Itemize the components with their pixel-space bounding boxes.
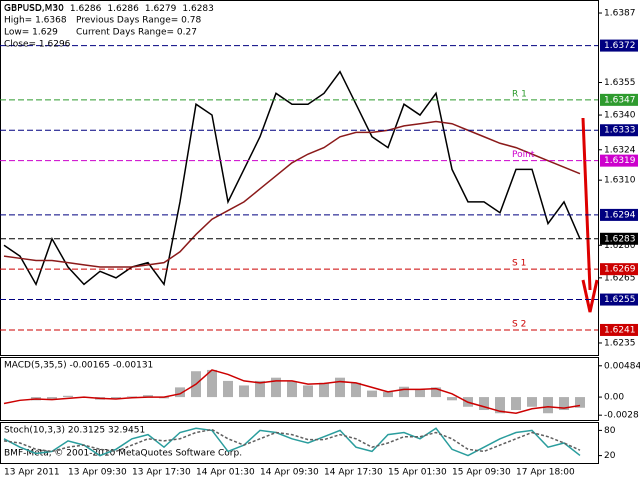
level-box xyxy=(600,208,638,221)
macd-bar xyxy=(47,397,57,400)
arrow xyxy=(581,117,599,313)
level-label: 1.6294 xyxy=(604,210,636,220)
level-box xyxy=(600,93,638,106)
y-tick-label: 80 xyxy=(604,426,616,436)
macd-bar xyxy=(447,397,457,401)
level-box xyxy=(600,293,638,306)
macd-bar xyxy=(143,395,153,398)
macd-bar xyxy=(255,380,265,398)
level-box xyxy=(600,323,638,336)
info-text: Previous Days Range= 0.78 xyxy=(76,16,201,26)
macd-bar xyxy=(351,382,361,398)
series-line xyxy=(3,369,581,415)
ohlc-value: 1.6279 xyxy=(145,4,177,14)
y-tick-label: 1.6280 xyxy=(604,241,636,251)
y-tick-label: 1.6355 xyxy=(604,78,636,88)
macd-bar xyxy=(511,397,521,411)
macd-bar xyxy=(559,397,569,411)
x-tick-label: 17 Apr 18:00 xyxy=(516,468,575,478)
level-name: Point xyxy=(512,150,535,160)
x-tick-label: 15 Apr 09:30 xyxy=(452,468,511,478)
macd-bar xyxy=(575,397,585,408)
macd-bar xyxy=(111,397,121,399)
macd-bar xyxy=(543,397,553,414)
info-text: Low= 1.629 xyxy=(4,28,58,38)
macd-bar xyxy=(335,377,345,398)
series-line xyxy=(3,427,581,457)
macd-bar xyxy=(127,396,137,398)
macd-bar xyxy=(303,385,313,398)
chart-title: GBPUSD,M30 1.6286 1.6286 1.6279 1.6283 xyxy=(4,4,214,14)
x-tick-label: 13 Apr 17:30 xyxy=(132,468,191,478)
x-tick-label: 13 Apr 09:30 xyxy=(68,468,127,478)
level-box xyxy=(600,124,638,137)
level-label: 1.6319 xyxy=(604,156,636,166)
x-tick-label: 14 Apr 17:30 xyxy=(324,468,383,478)
macd-bar xyxy=(399,386,409,398)
series-line xyxy=(3,428,581,453)
level-label: 1.6283 xyxy=(604,234,636,244)
level-label: 1.6333 xyxy=(604,126,636,136)
macd-bar xyxy=(431,387,441,398)
x-tick-label: 15 Apr 01:30 xyxy=(388,468,447,478)
macd-bar xyxy=(383,391,393,398)
y-tick-label: -0.0028 xyxy=(604,411,639,421)
y-tick-label: 1.6387 xyxy=(604,9,636,19)
watermark: BMF-Meta, © 2001-2010 MetaQuotes Softwar… xyxy=(4,449,242,459)
y-tick-label: 1.6340 xyxy=(604,111,636,121)
level-box xyxy=(600,263,638,276)
level-label: 1.6372 xyxy=(604,41,636,51)
macd-panel xyxy=(0,357,599,421)
panel-title: GBPUSD,M30 xyxy=(4,4,64,14)
macd-bar xyxy=(223,380,233,398)
level-name: R 1 xyxy=(512,89,527,99)
level-label: 1.6347 xyxy=(604,95,636,105)
stoch-panel xyxy=(0,422,599,464)
y-tick-label: 20 xyxy=(604,451,616,461)
series-line xyxy=(3,120,581,268)
macd-bar xyxy=(495,397,505,414)
x-tick-label: 14 Apr 09:30 xyxy=(260,468,319,478)
macd-bar xyxy=(287,381,297,398)
level-name: S 1 xyxy=(512,259,526,269)
info-text: Close= 1.6296 xyxy=(4,40,71,50)
level-label: 1.6255 xyxy=(604,295,636,305)
macd-bar xyxy=(527,397,537,407)
macd-bar xyxy=(271,377,281,398)
macd-bar xyxy=(175,387,185,398)
macd-bar xyxy=(415,389,425,398)
panel-title: Stoch(10,3,3) 20.3125 32.9451 xyxy=(4,426,145,436)
ohlc-value: 1.6286 xyxy=(107,4,139,14)
level-label: 1.6241 xyxy=(604,325,636,335)
y-tick-label: 0.00 xyxy=(604,393,624,403)
level-box xyxy=(600,232,638,245)
macd-bar xyxy=(239,385,249,398)
level-box xyxy=(600,154,638,167)
series-line xyxy=(3,70,581,287)
macd-bar xyxy=(367,390,377,398)
macd-bar xyxy=(63,395,73,398)
info-text: High= 1.6368 xyxy=(4,16,67,26)
macd-bar xyxy=(479,397,489,411)
info-text: Current Days Range= 0.27 xyxy=(76,28,197,38)
x-tick-label: 13 Apr 2011 xyxy=(4,468,60,478)
macd-bar xyxy=(207,369,217,398)
x-tick-label: 14 Apr 01:30 xyxy=(196,468,255,478)
y-tick-label: 0.00484 xyxy=(604,361,640,371)
level-label: 1.6269 xyxy=(604,265,636,275)
y-tick-label: 1.6235 xyxy=(604,338,636,348)
panel-title: MACD(5,35,5) -0.00165 -0.00131 xyxy=(4,361,153,371)
ohlc-value: 1.6286 xyxy=(70,4,102,14)
y-tick-label: 1.6324 xyxy=(604,145,636,155)
main-panel xyxy=(0,0,599,356)
level-name: S 2 xyxy=(512,319,526,329)
y-tick-label: 1.6265 xyxy=(604,273,636,283)
level-box xyxy=(600,39,638,52)
macd-bar xyxy=(319,382,329,398)
ohlc-value: 1.6283 xyxy=(182,4,214,14)
y-tick-label: 1.6310 xyxy=(604,176,636,186)
symbol: GBPUSD,M30 xyxy=(4,4,64,14)
